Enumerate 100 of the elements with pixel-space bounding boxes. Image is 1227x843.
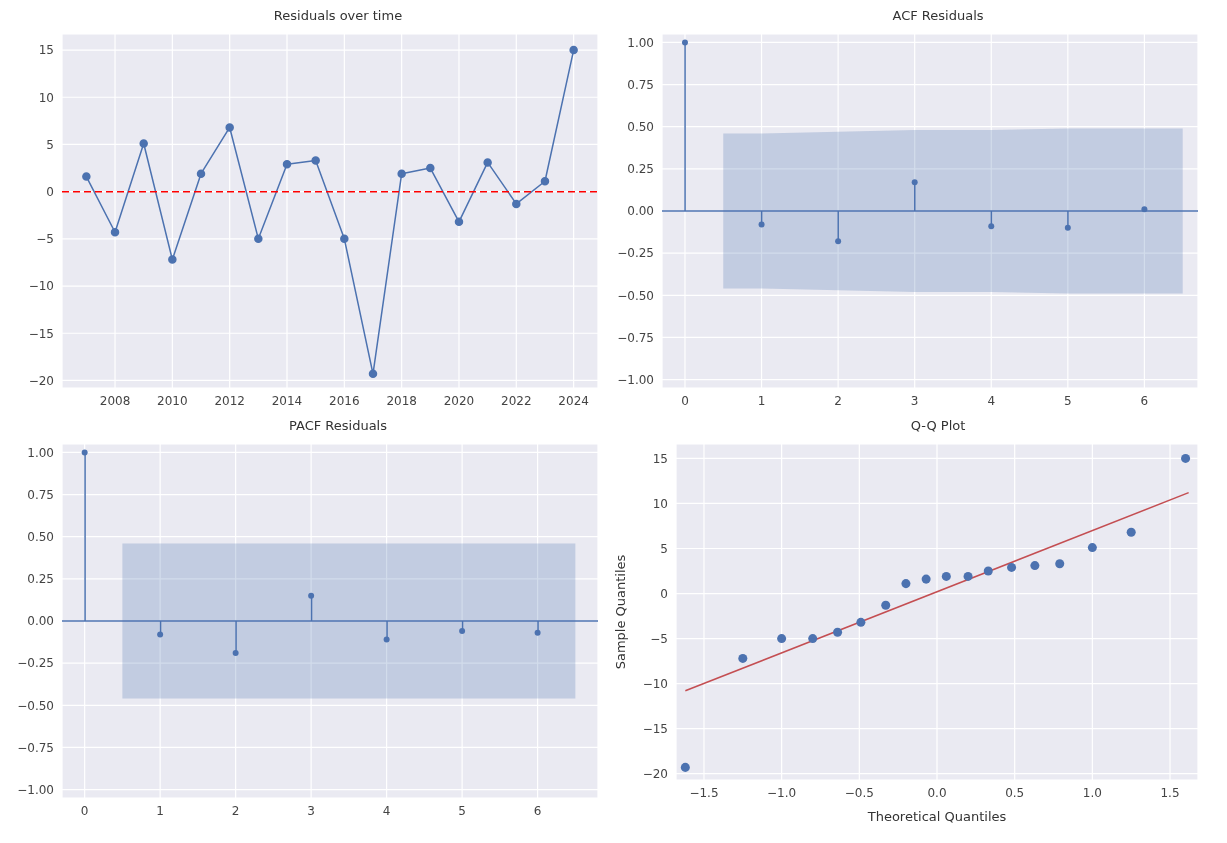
y-tick-label: −15 <box>642 721 668 736</box>
x-tick-label: 5 <box>1064 393 1072 408</box>
y-tick-label: 5 <box>46 137 54 152</box>
y-tick-label: −1.00 <box>617 372 654 387</box>
point <box>941 571 951 581</box>
point <box>738 653 748 663</box>
point <box>368 369 378 379</box>
y-tick-label: 10 <box>38 90 54 105</box>
point <box>681 39 688 46</box>
x-tick-label: −1.5 <box>689 785 719 800</box>
x-tick-label: 1 <box>757 393 766 408</box>
point <box>232 650 239 657</box>
y-tick-label: 0 <box>660 586 668 601</box>
point <box>921 574 931 584</box>
point <box>82 172 91 181</box>
y-tick-label: 0.75 <box>27 487 54 502</box>
point <box>196 169 206 178</box>
y-tick-label: 0.00 <box>27 614 54 629</box>
y-tick-label: 0.00 <box>627 204 654 219</box>
point <box>1055 559 1065 569</box>
x-tick-label: 2024 <box>558 393 589 408</box>
point <box>311 156 320 165</box>
point <box>911 179 918 186</box>
chart-title: ACF Residuals <box>891 8 985 25</box>
y-tick-label: 0 <box>46 184 54 199</box>
point <box>534 629 541 636</box>
point <box>835 238 842 245</box>
x-tick-label: 0.5 <box>1005 785 1025 800</box>
point <box>426 163 435 173</box>
chart-title: Q-Q Plot <box>909 418 967 435</box>
point <box>988 223 995 230</box>
point <box>1181 453 1191 463</box>
point <box>1007 562 1017 572</box>
y-tick-label: −5 <box>36 232 54 247</box>
x-tick-label: 3 <box>307 803 315 818</box>
chart-title: Residuals over time <box>272 8 404 25</box>
point <box>680 762 690 772</box>
x-tick-label: 2010 <box>157 393 188 408</box>
point <box>777 634 787 644</box>
y-tick-label: 0.25 <box>627 162 654 177</box>
x-tick-label: 2014 <box>271 393 303 408</box>
point <box>139 139 148 148</box>
y-tick-label: 0.50 <box>27 529 54 544</box>
y-tick-label: 15 <box>652 451 668 466</box>
point <box>1030 561 1040 571</box>
y-tick-label: −20 <box>28 373 54 388</box>
x-tick-label: 2022 <box>501 393 532 408</box>
x-tick-label: 6 <box>533 803 542 818</box>
y-tick-label: −10 <box>28 279 54 294</box>
x-tick-label: 2008 <box>99 393 131 408</box>
x-tick-label: 2 <box>834 393 842 408</box>
point <box>540 177 550 186</box>
x-tick-label: 0 <box>80 803 89 818</box>
point <box>512 199 521 209</box>
y-tick-label: 1.00 <box>627 35 654 50</box>
y-tick-label: −0.50 <box>17 698 54 713</box>
x-tick-label: 1.5 <box>1160 785 1180 800</box>
y-tick-label: 1.00 <box>27 445 54 460</box>
y-tick-label: −0.75 <box>17 740 54 755</box>
point <box>383 636 390 643</box>
y-tick-label: 10 <box>652 496 668 511</box>
point <box>901 579 911 589</box>
point <box>81 449 88 456</box>
y-tick-label: −15 <box>28 326 54 341</box>
point <box>225 123 234 132</box>
x-tick-label: 4 <box>987 393 996 408</box>
point <box>254 234 263 244</box>
y-axis-title: Sample Quantiles <box>612 554 628 670</box>
y-tick-label: 0.25 <box>27 572 54 587</box>
point <box>454 217 464 227</box>
y-tick-label: 5 <box>660 541 668 556</box>
y-tick-label: 0.50 <box>627 119 654 134</box>
y-tick-label: −20 <box>642 766 668 781</box>
y-tick-label: −5 <box>650 631 668 646</box>
x-tick-label: 6 <box>1140 393 1149 408</box>
y-tick-label: −0.50 <box>617 288 654 303</box>
x-tick-label: 2 <box>231 803 240 818</box>
x-tick-label: 3 <box>910 393 919 408</box>
x-tick-label: 4 <box>382 803 391 818</box>
y-tick-label: 0.75 <box>627 77 654 92</box>
point <box>483 158 492 167</box>
y-tick-label: −10 <box>642 676 668 691</box>
point <box>110 227 120 237</box>
point <box>459 628 466 635</box>
x-tick-label: 2018 <box>386 393 417 408</box>
point <box>963 571 973 581</box>
x-axis-title: Theoretical Quantiles <box>866 809 1007 825</box>
y-tick-label: −1.00 <box>17 782 54 797</box>
y-tick-label: −0.75 <box>617 330 654 345</box>
chart-title: PACF Residuals <box>287 418 388 435</box>
x-tick-label: −0.5 <box>844 785 874 800</box>
x-tick-label: 2020 <box>443 393 475 408</box>
point <box>397 169 406 178</box>
x-tick-label: 2012 <box>214 393 245 408</box>
point <box>1087 543 1097 553</box>
point <box>1126 527 1136 537</box>
point <box>569 45 578 55</box>
point <box>983 566 993 576</box>
x-tick-label: 0 <box>681 393 689 408</box>
y-tick-label: 15 <box>38 43 54 58</box>
